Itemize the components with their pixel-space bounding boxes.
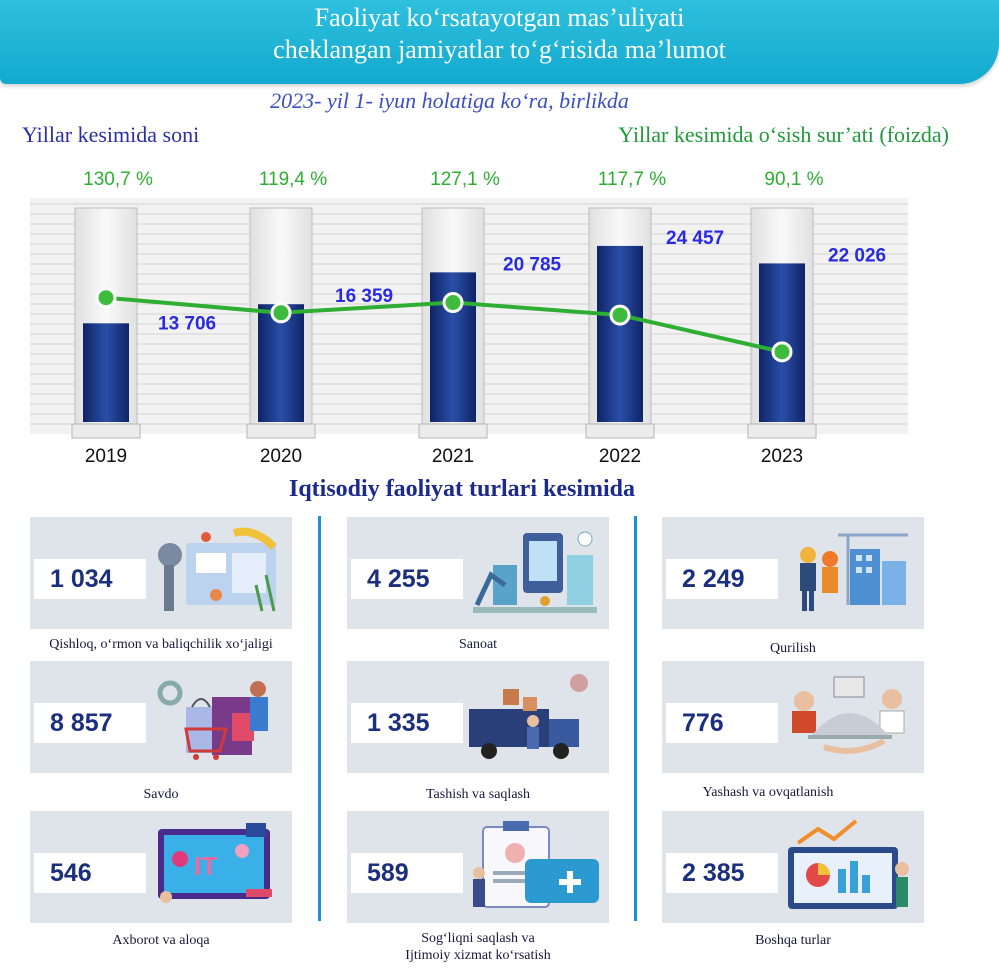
growth-value-label: 127,1 % <box>430 169 500 190</box>
bar-value-label: 22 026 <box>828 245 886 266</box>
bar-base <box>747 423 817 439</box>
bar-base <box>418 423 488 439</box>
analytics-icon <box>788 819 909 909</box>
growth-value-label: 117,7 % <box>598 169 666 190</box>
sector-value: 546 <box>34 853 146 893</box>
sector-card-health: 589 <box>347 811 609 923</box>
title-line-1: Faoliyat ko‘rsatayotgan mas’uliyati <box>314 3 685 32</box>
sector-card-construction: 2 249 <box>662 517 924 629</box>
x-tick-label: 2023 <box>761 446 803 467</box>
bar-value-label: 16 359 <box>335 286 393 307</box>
sector-label: Qishloq, o‘rmon va baliqchilik xo‘jaligi <box>49 637 273 652</box>
sector-label: Sog‘liqni saqlash va Ijtimoiy xizmat ko‘… <box>405 931 551 963</box>
sector-label: Sanoat <box>458 637 498 652</box>
sector-label: Qurilish <box>770 641 816 656</box>
sector-value: 589 <box>351 853 463 893</box>
x-tick-label: 2019 <box>85 446 127 467</box>
sector-label: Boshqa turlar <box>755 933 831 948</box>
x-tick-label: 2021 <box>432 446 474 467</box>
svg-text:IT: IT <box>194 851 217 881</box>
it-icon: IT <box>158 823 272 903</box>
agriculture-icon <box>158 527 277 612</box>
column-divider <box>634 516 637 921</box>
bar-value-label: 24 457 <box>666 228 724 249</box>
food-service-icon <box>792 676 905 754</box>
bar-base <box>585 423 655 439</box>
sector-section-title: Iqtisodiy faoliyat turlari kesimida <box>288 476 636 502</box>
sector-card-agriculture: 1 034 <box>30 517 292 629</box>
bar-value-label: 13 706 <box>158 313 216 334</box>
growth-value-label: 90,1 % <box>764 169 823 190</box>
growth-line-series <box>95 287 793 363</box>
sector-card-transport: 1 335 <box>347 661 609 773</box>
growth-point-2022 <box>609 304 631 326</box>
sector-label: Yashash va ovqatlanish <box>702 785 834 800</box>
sector-card-other: 2 385 <box>662 811 924 923</box>
sector-card-trade: 8 857 <box>30 661 292 773</box>
sector-value: 8 857 <box>34 703 146 743</box>
header-banner: Faoliyat ko‘rsatayotgan mas’uliyati chek… <box>0 0 999 84</box>
bar-base <box>71 423 141 439</box>
industry-icon <box>473 531 597 613</box>
growth-point-2023 <box>771 341 793 363</box>
sector-value: 1 034 <box>34 559 146 599</box>
health-icon <box>473 821 599 908</box>
bar-2022 <box>597 245 643 422</box>
growth-heading: Yillar kesimida o‘sish sur’ati (foizda) <box>618 122 949 147</box>
sector-value: 2 249 <box>666 559 778 599</box>
sector-card-hospitality: 776 <box>662 661 924 773</box>
growth-point-2020 <box>270 302 292 324</box>
sector-label: Axborot va aloqa <box>112 933 210 948</box>
sector-card-it: 546 IT <box>30 811 292 923</box>
title-line-2: cheklangan jamiyatlar to‘g‘risida ma’lum… <box>273 35 726 64</box>
x-tick-label: 2022 <box>599 446 641 467</box>
sector-card-industry: 4 255 <box>347 517 609 629</box>
sector-value: 776 <box>666 703 778 743</box>
bar-2019 <box>83 323 129 422</box>
bar-2020 <box>258 304 304 422</box>
sector-value: 4 255 <box>351 559 463 599</box>
sector-value: 1 335 <box>351 703 463 743</box>
sector-label: Savdo <box>143 787 179 802</box>
sector-label: Tashish va saqlash <box>425 787 530 802</box>
bar-value-label: 20 785 <box>503 254 562 275</box>
chart-labels: 13 706 2019 130,7 % 16 359 2020 119,4 % 20 785… <box>83 169 886 467</box>
combo-chart: 13 706 2019 130,7 % 16 359 2020 119,4 % 20 785… <box>30 169 908 467</box>
bar-base <box>246 423 316 439</box>
count-heading: Yillar kesimida soni <box>22 122 200 147</box>
growth-point-2019 <box>95 287 117 309</box>
construction-icon <box>800 533 908 611</box>
column-divider <box>318 516 321 921</box>
subtitle: 2023- yil 1- iyun holatiga ko‘ra, birlik… <box>270 88 629 113</box>
x-tick-label: 2020 <box>260 446 302 467</box>
growth-point-2021 <box>442 292 464 314</box>
growth-value-label: 119,4 % <box>259 169 327 190</box>
growth-value-label: 130,7 % <box>83 169 153 190</box>
delivery-truck-icon <box>469 674 588 759</box>
shopping-icon <box>157 680 268 760</box>
sector-value: 2 385 <box>666 853 778 893</box>
page-title: Faoliyat ko‘rsatayotgan mas’uliyati chek… <box>0 2 999 66</box>
